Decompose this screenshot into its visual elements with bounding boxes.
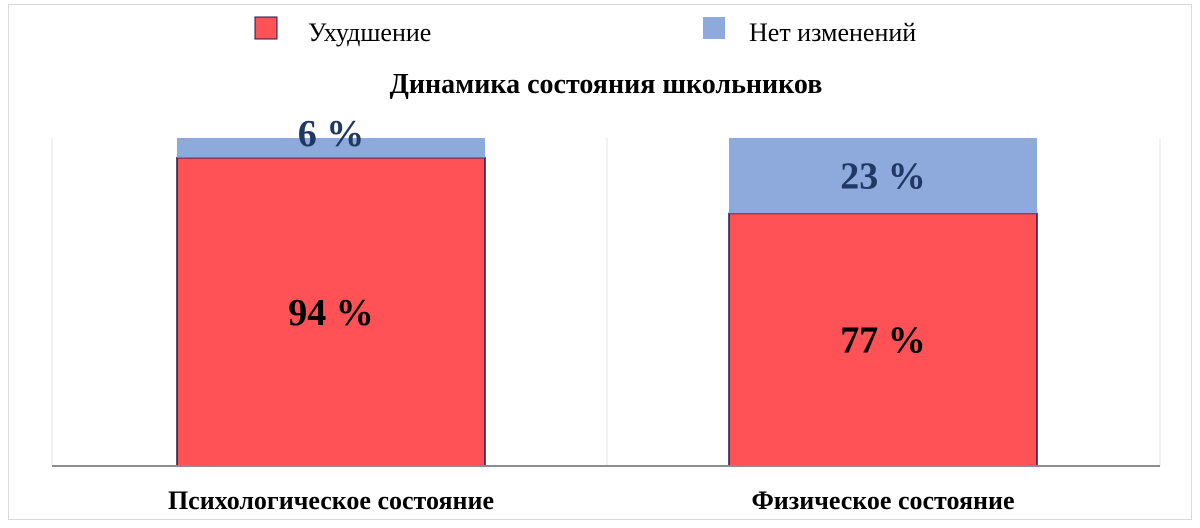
data-label-psychological-worsening: 94 % [288, 292, 374, 334]
category-label-psychological: Психологическое состояние [168, 486, 494, 515]
data-label-psychological-no-change: 6 % [298, 113, 365, 155]
bar-physical-no-change [729, 138, 1037, 214]
legend-swatch-worsening [254, 16, 278, 40]
legend-label-no-change: Нет изменений [749, 18, 916, 47]
data-label-physical-worsening: 77 % [840, 320, 926, 362]
bar-psychological-no-change [177, 138, 485, 158]
chart-title: Динамика состояния школьников [390, 69, 823, 100]
legend-swatch-no-change [703, 17, 725, 39]
legend: Ухудшение Нет изменений [254, 16, 916, 47]
legend-label-worsening: Ухудшение [308, 18, 431, 47]
data-labels: 94 % 6 % 77 % 23 % [288, 113, 926, 362]
category-label-physical: Физическое состояние [751, 486, 1014, 515]
data-label-physical-no-change: 23 % [840, 156, 926, 198]
bars [176, 138, 1038, 467]
bar-physical-worsening [728, 212, 1038, 467]
